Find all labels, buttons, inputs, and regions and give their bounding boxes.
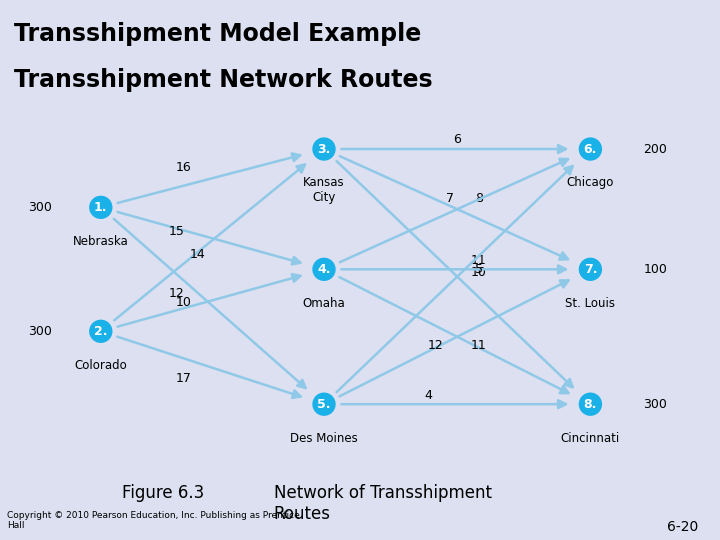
Circle shape	[89, 195, 112, 219]
Text: 6.: 6.	[584, 143, 597, 156]
Text: 4: 4	[425, 389, 432, 402]
Text: 100: 100	[643, 263, 667, 276]
Text: 4.: 4.	[318, 263, 330, 276]
Text: 1.: 1.	[94, 201, 107, 214]
Text: Kansas
City: Kansas City	[303, 177, 345, 204]
Text: 10: 10	[176, 295, 192, 309]
Text: 12: 12	[168, 287, 184, 300]
Text: 3.: 3.	[318, 143, 330, 156]
Text: Chicago: Chicago	[567, 177, 614, 190]
Text: 6-20: 6-20	[667, 521, 698, 535]
Text: 14: 14	[190, 248, 206, 261]
Text: 7: 7	[446, 192, 454, 205]
Text: Network of Transshipment
Routes: Network of Transshipment Routes	[274, 484, 492, 523]
Text: 8: 8	[474, 192, 483, 205]
Text: 5: 5	[474, 263, 483, 276]
Circle shape	[312, 258, 336, 281]
Text: Transshipment Model Example: Transshipment Model Example	[14, 22, 422, 46]
Text: 5.: 5.	[318, 397, 330, 411]
Text: Omaha: Omaha	[302, 296, 346, 309]
Text: Nebraska: Nebraska	[73, 235, 129, 248]
Circle shape	[579, 258, 602, 281]
Circle shape	[579, 393, 602, 416]
Text: Transshipment Network Routes: Transshipment Network Routes	[14, 68, 433, 92]
Text: 16: 16	[176, 161, 192, 174]
Text: 11: 11	[471, 339, 487, 353]
Text: 300: 300	[643, 397, 667, 411]
Circle shape	[312, 137, 336, 161]
Text: 2.: 2.	[94, 325, 107, 338]
Text: 7.: 7.	[584, 263, 597, 276]
Text: 300: 300	[27, 201, 52, 214]
Text: 11: 11	[471, 254, 487, 267]
Circle shape	[312, 393, 336, 416]
Text: 15: 15	[168, 225, 184, 238]
Text: Copyright © 2010 Pearson Education, Inc. Publishing as Prentice
Hall: Copyright © 2010 Pearson Education, Inc.…	[7, 510, 300, 530]
Text: 8.: 8.	[584, 397, 597, 411]
Text: Figure 6.3: Figure 6.3	[122, 484, 204, 502]
Text: 10: 10	[471, 266, 487, 280]
Text: Cincinnati: Cincinnati	[561, 431, 620, 444]
Text: St. Louis: St. Louis	[565, 296, 616, 309]
Text: Colorado: Colorado	[74, 359, 127, 372]
Text: Des Moines: Des Moines	[290, 431, 358, 444]
Circle shape	[89, 320, 112, 343]
Text: 12: 12	[428, 339, 444, 353]
Text: 6: 6	[454, 133, 461, 146]
Circle shape	[579, 137, 602, 161]
Text: 300: 300	[27, 325, 52, 338]
Text: 200: 200	[643, 143, 667, 156]
Text: 17: 17	[176, 372, 192, 385]
